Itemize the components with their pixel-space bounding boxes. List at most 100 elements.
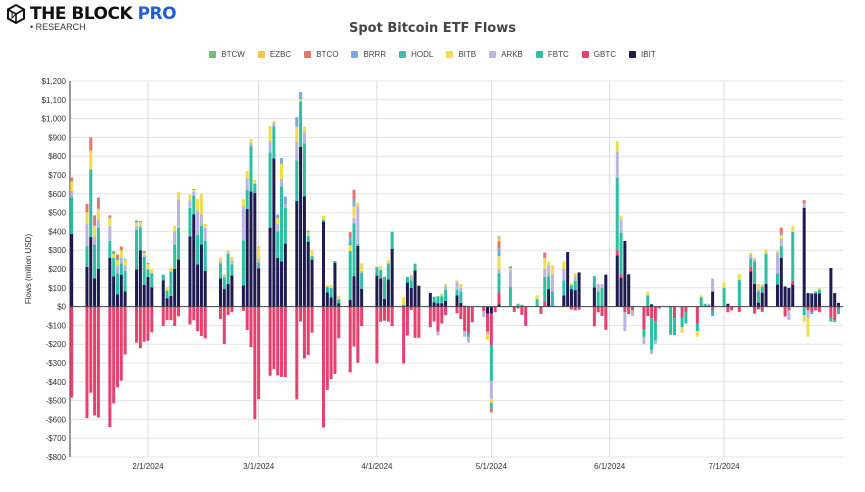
bar-ibit-2024-03-06[interactable]: [276, 257, 280, 307]
bar-bitb-2024-04-10[interactable]: [409, 274, 413, 277]
bar-fbtc-2024-03-05[interactable]: [272, 126, 276, 159]
bar-fbtc-2024-02-29[interactable]: [253, 183, 257, 194]
bar-ibit-2024-07-09[interactable]: [753, 284, 757, 307]
bar-fbtc-2024-01-23[interactable]: [112, 257, 116, 277]
bar-gbtc-2024-06-28[interactable]: [711, 306, 715, 311]
bar-gbtc-2024-06-03[interactable]: [615, 250, 619, 256]
bar-arkb-2024-06-10[interactable]: [642, 336, 646, 345]
bar-ibit-2024-02-28[interactable]: [249, 191, 253, 307]
bar-fbtc-2024-07-24[interactable]: [810, 312, 814, 315]
bar-bitb-2024-05-01[interactable]: [489, 399, 493, 404]
bar-gbtc-2024-01-29[interactable]: [135, 306, 139, 343]
bar-arkb-2024-04-23[interactable]: [459, 287, 463, 292]
bar-arkb-2024-02-12[interactable]: [188, 200, 192, 208]
bar-btco-2024-07-22[interactable]: [802, 200, 806, 204]
bar-bitb-2024-04-23[interactable]: [459, 284, 463, 288]
bar-fbtc-2024-05-16[interactable]: [547, 276, 551, 290]
bar-gbtc-2024-03-21[interactable]: [333, 306, 337, 374]
bar-bitb-2024-04-18[interactable]: [440, 293, 444, 296]
bar-ibit-2024-02-07[interactable]: [169, 295, 173, 307]
bar-ibit-2024-02-16[interactable]: [203, 270, 207, 307]
bar-ibit-2024-07-17[interactable]: [783, 286, 787, 307]
bar-gbtc-2024-07-17[interactable]: [783, 306, 787, 317]
bar-ibit-2024-05-31[interactable]: [604, 274, 608, 307]
bar-gbtc-2024-07-10[interactable]: [756, 306, 760, 310]
bar-bitb-2024-03-11[interactable]: [295, 126, 299, 142]
bar-fbtc-2024-05-06[interactable]: [508, 287, 512, 306]
bar-fbtc-2024-03-01[interactable]: [257, 262, 261, 269]
bar-gbtc-2024-07-24[interactable]: [810, 306, 814, 313]
bar-arkb-2024-03-05[interactable]: [272, 122, 276, 127]
bar-gbtc-2024-03-06[interactable]: [276, 306, 280, 376]
bar-fbtc-2024-03-21[interactable]: [333, 260, 337, 263]
bar-bitb-2024-07-15[interactable]: [775, 250, 779, 253]
bar-fbtc-2024-04-03[interactable]: [383, 276, 387, 299]
bar-ibit-2024-05-24[interactable]: [577, 272, 581, 307]
bar-fbtc-2024-06-10[interactable]: [642, 329, 646, 337]
bar-bitb-2024-05-15[interactable]: [543, 258, 547, 270]
bar-brrr-2024-03-06[interactable]: [276, 214, 280, 219]
bar-fbtc-2024-07-22[interactable]: [802, 306, 806, 316]
bar-ibit-2024-01-12[interactable]: [70, 234, 74, 307]
bar-fbtc-2024-03-28[interactable]: [360, 272, 364, 289]
bar-bitb-2024-01-26[interactable]: [123, 259, 127, 266]
bar-gbtc-2024-07-31[interactable]: [837, 306, 841, 309]
bar-arkb-2024-05-30[interactable]: [600, 284, 604, 288]
bar-ibit-2024-01-18[interactable]: [93, 278, 97, 307]
bar-gbtc-2024-06-24[interactable]: [695, 306, 699, 324]
bar-fbtc-2024-07-15[interactable]: [775, 273, 779, 285]
bar-fbtc-2024-05-23[interactable]: [573, 280, 577, 291]
bar-gbtc-2024-04-18[interactable]: [440, 306, 444, 324]
bar-arkb-2024-05-03[interactable]: [497, 269, 501, 274]
bar-ibit-2024-04-23[interactable]: [459, 302, 463, 307]
bar-hodl-2024-01-30[interactable]: [138, 221, 142, 222]
bar-bitb-2024-05-03[interactable]: [497, 256, 501, 270]
bar-gbtc-2024-05-15[interactable]: [543, 301, 547, 307]
bar-fbtc-2024-01-30[interactable]: [138, 227, 142, 251]
bar-fbtc-2024-06-13[interactable]: [653, 321, 657, 341]
bar-fbtc-2024-04-01[interactable]: [375, 267, 379, 276]
bar-ibit-2024-05-03[interactable]: [497, 304, 501, 307]
bar-bitb-2024-06-25[interactable]: [699, 295, 703, 298]
bar-arkb-2024-01-29[interactable]: [135, 226, 139, 230]
bar-ibit-2024-07-10[interactable]: [756, 302, 760, 307]
bar-bitb-2024-07-12[interactable]: [764, 249, 768, 254]
bar-fbtc-2024-02-28[interactable]: [249, 146, 253, 192]
bar-gbtc-2024-06-21[interactable]: [684, 306, 688, 313]
bar-gbtc-2024-03-14[interactable]: [306, 306, 310, 355]
bar-gbtc-2024-04-26[interactable]: [470, 306, 474, 323]
bar-ibit-2024-03-28[interactable]: [360, 288, 364, 307]
bar-hodl-2024-01-22[interactable]: [108, 217, 112, 219]
bar-gbtc-2024-02-05[interactable]: [161, 306, 165, 326]
bar-gbtc-2024-06-14[interactable]: [657, 306, 661, 309]
bar-bitb-2024-02-27[interactable]: [245, 171, 249, 179]
bar-bitb-2024-02-21[interactable]: [222, 274, 226, 276]
bar-arkb-2024-07-11[interactable]: [760, 285, 764, 288]
bar-bitb-2024-07-08[interactable]: [749, 252, 753, 255]
bar-fbtc-2024-03-18[interactable]: [321, 219, 325, 222]
bar-ibit-2024-03-19[interactable]: [325, 292, 329, 307]
bar-gbtc-2024-01-31[interactable]: [142, 306, 146, 342]
bar-arkb-2024-03-27[interactable]: [356, 206, 360, 244]
bar-hodl-2024-05-06[interactable]: [508, 266, 512, 269]
bar-gbtc-2024-05-02[interactable]: [493, 306, 497, 313]
bar-bitb-2024-02-20[interactable]: [218, 257, 222, 262]
bar-gbtc-2024-04-02[interactable]: [379, 306, 383, 322]
bar-arkb-2024-01-22[interactable]: [108, 225, 112, 241]
legend-item-fbtc[interactable]: FBTC: [535, 50, 569, 59]
legend-item-hodl[interactable]: HODL: [399, 50, 433, 59]
bar-brrr-2024-03-26[interactable]: [352, 199, 356, 207]
bar-bitb-2024-03-07[interactable]: [280, 163, 284, 179]
bar-btco-2024-01-19[interactable]: [96, 197, 100, 209]
bar-gbtc-2024-05-03[interactable]: [497, 292, 501, 305]
bar-bitb-2024-04-08[interactable]: [402, 297, 406, 305]
bar-gbtc-2024-05-01[interactable]: [489, 313, 493, 345]
bar-fbtc-2024-04-16[interactable]: [432, 296, 436, 303]
bar-fbtc-2024-05-29[interactable]: [596, 291, 600, 307]
bar-gbtc-2024-04-22[interactable]: [455, 306, 459, 314]
bar-arkb-2024-05-01[interactable]: [489, 380, 493, 400]
bar-bitb-2024-05-17[interactable]: [550, 265, 554, 275]
bar-gbtc-2024-05-08[interactable]: [516, 306, 520, 309]
bar-gbtc-2024-02-06[interactable]: [165, 306, 169, 320]
bar-hodl-2024-02-13[interactable]: [192, 189, 196, 191]
